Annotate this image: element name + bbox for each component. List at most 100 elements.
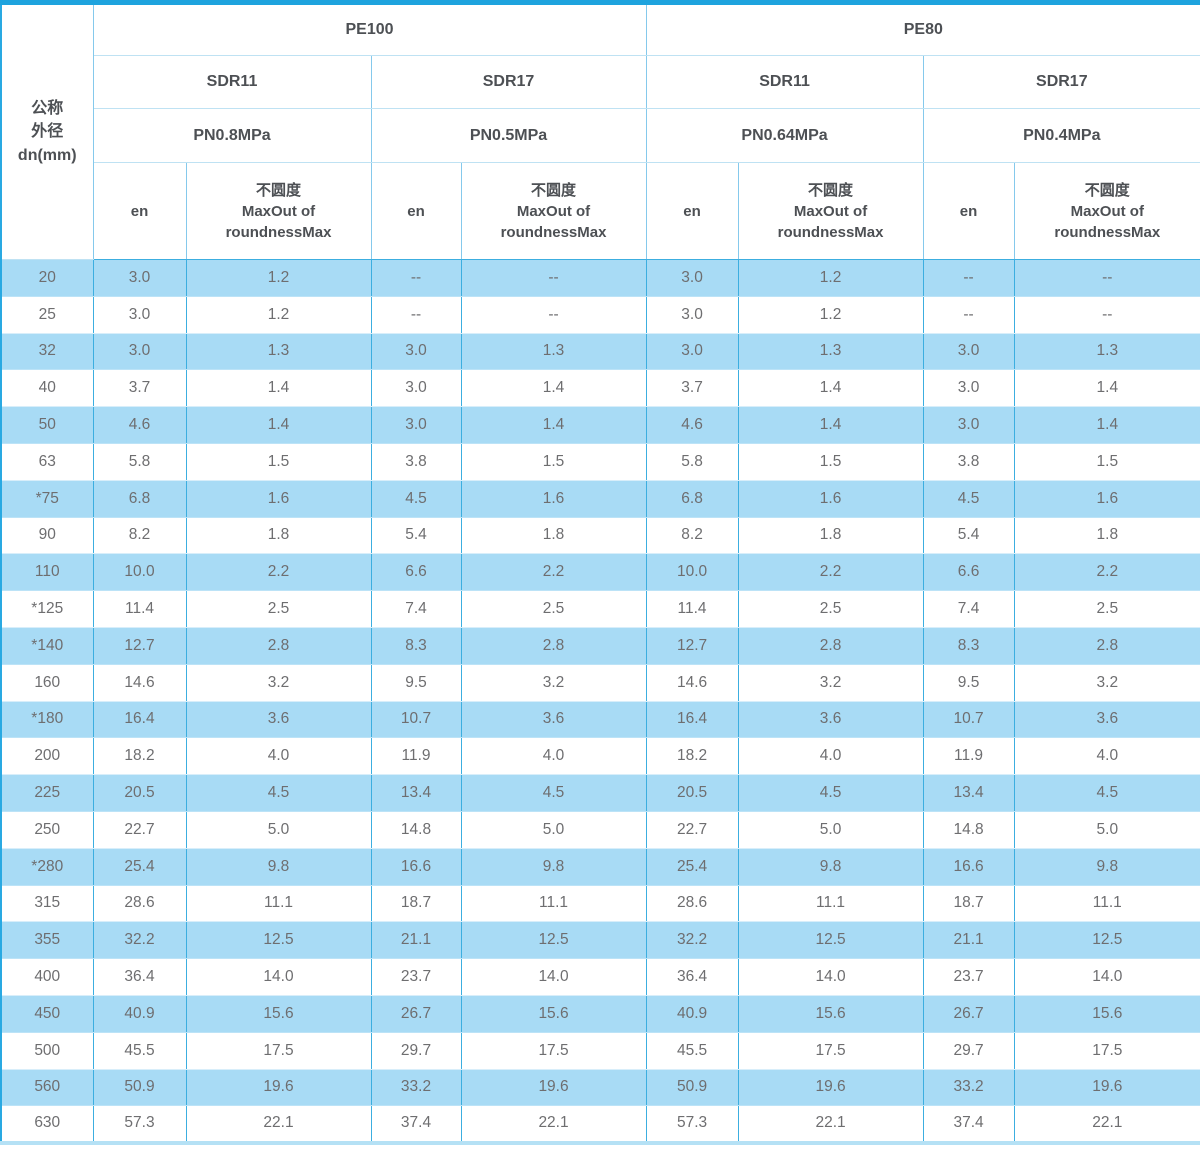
- value-cell: 1.4: [1013, 369, 1200, 408]
- value-cell: 3.0: [370, 369, 462, 408]
- value-cell: 5.0: [185, 810, 372, 849]
- table-row: 50 4.6 1.4 3.0 1.4 4.6 1.4 3.0 1.4: [0, 406, 1200, 444]
- value-cell: 4.0: [185, 737, 372, 776]
- value-cell: 3.2: [185, 663, 372, 702]
- dn-cell: 560: [0, 1068, 94, 1107]
- value-cell: --: [460, 259, 647, 297]
- value-cell: 3.0: [92, 259, 187, 297]
- value-cell: 3.0: [645, 259, 739, 297]
- value-cell: 14.8: [370, 810, 462, 849]
- value-cell: 1.8: [185, 516, 372, 555]
- dn-cell: 500: [0, 1031, 94, 1070]
- value-cell: 9.5: [922, 663, 1015, 702]
- value-cell: 1.3: [1013, 332, 1200, 371]
- value-cell: 4.6: [92, 406, 187, 444]
- value-cell: 1.8: [1013, 516, 1200, 555]
- material-header-row: 公称 外径 dn(mm) PE100 PE80: [0, 2, 1200, 260]
- value-cell: 18.7: [370, 884, 462, 923]
- value-cell: 9.5: [370, 663, 462, 702]
- value-cell: 15.6: [737, 994, 924, 1033]
- value-cell: 36.4: [92, 958, 187, 996]
- value-cell: --: [370, 295, 462, 334]
- value-cell: 3.0: [645, 295, 739, 334]
- value-cell: 19.6: [460, 1068, 647, 1107]
- value-cell: --: [370, 259, 462, 297]
- value-cell: 25.4: [645, 847, 739, 886]
- value-cell: 23.7: [370, 958, 462, 996]
- value-cell: 17.5: [185, 1031, 372, 1070]
- value-cell: 15.6: [1013, 994, 1200, 1033]
- table-row: 400 36.4 14.0 23.7 14.0 36.4 14.0 23.7 1…: [0, 958, 1200, 996]
- value-cell: 2.5: [1013, 590, 1200, 628]
- value-cell: 6.8: [92, 479, 187, 518]
- value-cell: 13.4: [370, 774, 462, 812]
- value-cell: 1.2: [185, 295, 372, 334]
- value-cell: 29.7: [370, 1031, 462, 1070]
- value-cell: 2.8: [737, 626, 924, 665]
- pn-header-pe100-sdr17: PN0.5MPa: [370, 108, 647, 163]
- value-cell: 12.5: [460, 921, 647, 960]
- roundness-header-pe80-sdr17: 不圆度 MaxOut of roundnessMax: [1013, 162, 1200, 260]
- value-cell: 36.4: [645, 958, 739, 996]
- table-row: *75 6.8 1.6 4.5 1.6 6.8 1.6 4.5 1.6: [0, 479, 1200, 518]
- value-cell: 26.7: [922, 994, 1015, 1033]
- value-cell: 3.2: [1013, 663, 1200, 702]
- en-header-pe80-sdr17: en: [922, 162, 1015, 260]
- value-cell: 50.9: [92, 1068, 187, 1107]
- value-cell: 18.2: [645, 737, 739, 776]
- value-cell: 12.7: [92, 626, 187, 665]
- value-cell: --: [1013, 259, 1200, 297]
- table-row: 20 3.0 1.2 -- -- 3.0 1.2 -- --: [0, 259, 1200, 297]
- table-row: *280 25.4 9.8 16.6 9.8 25.4 9.8 16.6 9.8: [0, 847, 1200, 886]
- value-cell: 8.2: [92, 516, 187, 555]
- value-cell: 20.5: [92, 774, 187, 812]
- value-cell: 3.0: [92, 332, 187, 371]
- sdr-header-pe80-sdr11: SDR11: [645, 55, 924, 109]
- value-cell: 1.4: [737, 369, 924, 408]
- dn-cell: *125: [0, 590, 94, 628]
- roundness-header-pe100-sdr17: 不圆度 MaxOut of roundnessMax: [460, 162, 647, 260]
- value-cell: 15.6: [460, 994, 647, 1033]
- value-cell: 4.5: [922, 479, 1015, 518]
- value-cell: 3.2: [737, 663, 924, 702]
- value-cell: 12.7: [645, 626, 739, 665]
- value-cell: 15.6: [185, 994, 372, 1033]
- table-row: 25 3.0 1.2 -- -- 3.0 1.2 -- --: [0, 295, 1200, 334]
- value-cell: 1.6: [185, 479, 372, 518]
- value-cell: 9.8: [1013, 847, 1200, 886]
- value-cell: 18.2: [92, 737, 187, 776]
- dn-cell: *140: [0, 626, 94, 665]
- value-cell: 3.2: [460, 663, 647, 702]
- value-cell: 2.5: [185, 590, 372, 628]
- value-cell: 28.6: [645, 884, 739, 923]
- value-cell: 3.0: [922, 369, 1015, 408]
- value-cell: 2.2: [460, 553, 647, 592]
- value-cell: 19.6: [737, 1068, 924, 1107]
- value-cell: 16.4: [645, 700, 739, 739]
- value-cell: --: [922, 259, 1015, 297]
- dn-cell: *75: [0, 479, 94, 518]
- dn-cell: 450: [0, 994, 94, 1033]
- value-cell: 5.8: [92, 442, 187, 481]
- pn-header-row: PN0.8MPa PN0.5MPa PN0.64MPa PN0.4MPa: [1, 108, 1200, 163]
- value-cell: 9.8: [460, 847, 647, 886]
- dn-cell: 400: [0, 958, 94, 996]
- value-cell: 12.5: [185, 921, 372, 960]
- dn-cell: 32: [0, 332, 94, 371]
- value-cell: 1.3: [460, 332, 647, 371]
- dn-cell: 90: [0, 516, 94, 555]
- value-cell: 1.4: [185, 406, 372, 444]
- value-cell: 3.0: [370, 406, 462, 444]
- value-cell: 5.8: [645, 442, 739, 481]
- pn-header-pe100-sdr11: PN0.8MPa: [92, 108, 372, 163]
- dn-cell: 40: [0, 369, 94, 408]
- value-cell: 14.0: [1013, 958, 1200, 996]
- value-cell: 19.6: [1013, 1068, 1200, 1107]
- value-cell: 14.0: [460, 958, 647, 996]
- value-cell: 10.0: [645, 553, 739, 592]
- table-body: 20 3.0 1.2 -- -- 3.0 1.2 -- -- 25 3.0 1.…: [0, 259, 1200, 1144]
- dn-cell: 630: [0, 1105, 94, 1144]
- value-cell: 8.2: [645, 516, 739, 555]
- table-row: 450 40.9 15.6 26.7 15.6 40.9 15.6 26.7 1…: [0, 994, 1200, 1033]
